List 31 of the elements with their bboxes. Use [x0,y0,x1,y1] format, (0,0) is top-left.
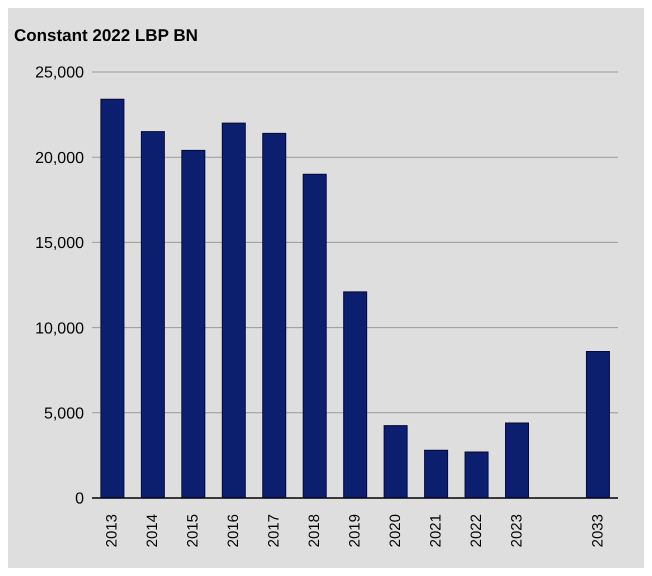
chart-title: Constant 2022 LBP BN [14,26,198,46]
x-tick-label: 2017 [266,514,283,548]
bar [464,451,489,498]
bar [181,150,206,498]
x-tick-label: 2021 [427,514,444,548]
x-tick-label: 2020 [386,514,404,548]
bar [262,132,286,498]
x-tick-label: 2015 [184,514,202,548]
bar [140,131,165,498]
bar [222,122,246,498]
bar [424,450,448,498]
y-tick-label: 5,000 [44,405,84,422]
bar [343,291,368,498]
bar [586,350,610,498]
bar [100,98,124,498]
bar [384,425,408,498]
y-tick-label: 20,000 [35,150,84,167]
x-tick-label: 2022 [468,514,485,548]
x-tick-label: 2019 [346,514,364,548]
bar [505,422,530,498]
y-tick-label: 15,000 [35,235,84,252]
x-tick-label: 2013 [104,514,121,548]
y-tick-label: 10,000 [35,320,84,338]
y-tick-label: 0 [75,490,84,508]
x-tick-label: 2014 [144,514,162,548]
x-tick-label: 2018 [306,514,324,548]
x-tick-label: 2033 [589,514,606,548]
x-tick-label: 2023 [508,514,526,548]
x-tick-label: 2016 [225,514,242,548]
bar [302,174,327,498]
y-tick-label: 25,000 [35,64,84,82]
